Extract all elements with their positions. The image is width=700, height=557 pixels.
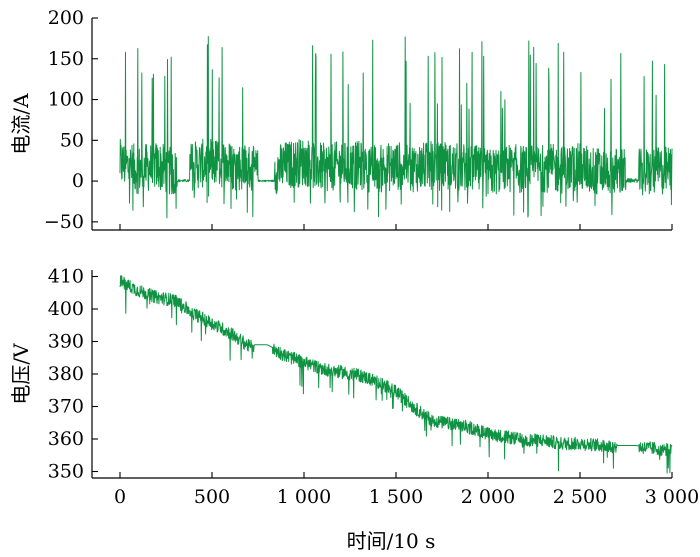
y-axis-label-current: 电流/A bbox=[9, 93, 33, 155]
x-tick-label: 2 500 bbox=[553, 486, 607, 508]
y-tick-label: 360 bbox=[48, 428, 84, 450]
x-tick-label: 1 000 bbox=[277, 486, 331, 508]
voltage-series-line bbox=[119, 275, 673, 474]
current-panel: −50 0 50 100 150 200 电流/A bbox=[9, 7, 673, 233]
voltage-panel: 350 360 370 380 390 400 410 0 500 1 000 1 500 2 000… bbox=[9, 266, 699, 509]
x-tick-label: 500 bbox=[194, 486, 230, 508]
x-tick-label: 1 500 bbox=[369, 486, 423, 508]
y-tick-label: 50 bbox=[60, 129, 84, 151]
y-axis-label-voltage: 电压/V bbox=[9, 343, 33, 405]
y-tick-label: 400 bbox=[48, 298, 84, 320]
y-tick-label: 200 bbox=[48, 7, 84, 29]
y-tick-label: 380 bbox=[48, 363, 84, 385]
y-tick-label: 350 bbox=[48, 461, 84, 483]
y-tick-label: 410 bbox=[48, 266, 84, 288]
y-tick-label: −50 bbox=[44, 211, 84, 233]
current-series-line bbox=[119, 36, 673, 219]
x-axis-label: 时间/10 s bbox=[347, 529, 436, 553]
x-tick-label: 3 000 bbox=[645, 486, 699, 508]
y-tick-label: 390 bbox=[48, 331, 84, 353]
y-tick-label: 370 bbox=[48, 396, 84, 418]
y-tick-label: 100 bbox=[48, 89, 84, 111]
y-tick-label: 150 bbox=[48, 48, 84, 70]
x-tick-label: 0 bbox=[114, 486, 126, 508]
y-tick-label: 0 bbox=[72, 170, 84, 192]
x-tick-label: 2 000 bbox=[461, 486, 515, 508]
